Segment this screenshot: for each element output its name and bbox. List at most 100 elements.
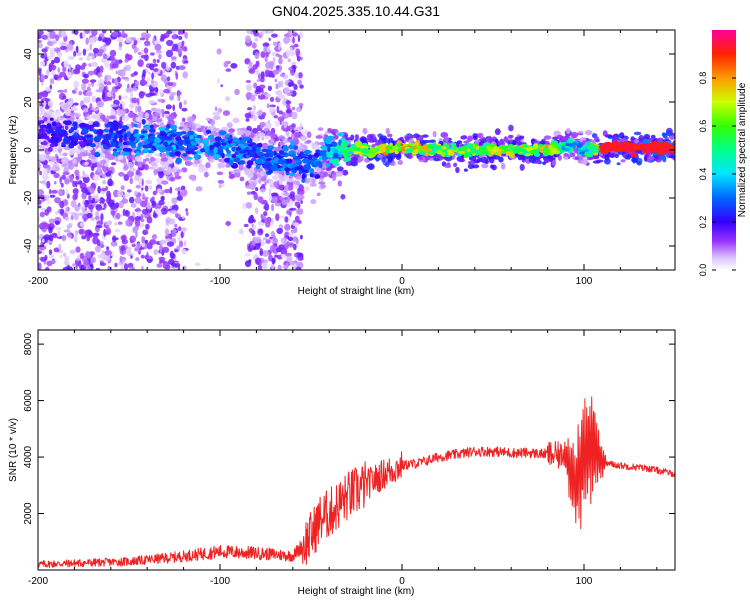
- heatmap-cell: [214, 106, 218, 112]
- heatmap-cell: [244, 252, 251, 257]
- heatmap-cell: [149, 185, 153, 190]
- heatmap-cell: [287, 30, 292, 38]
- heatmap-cell: [283, 192, 290, 196]
- heatmap-cell: [245, 154, 250, 158]
- heatmap-cell: [58, 188, 64, 197]
- heatmap-cell: [89, 263, 94, 268]
- heatmap-cell: [135, 116, 141, 123]
- heatmap-cell: [262, 237, 268, 241]
- heatmap-cell: [158, 199, 165, 206]
- heatmap-cell: [333, 158, 340, 164]
- heatmap-cell: [153, 248, 158, 256]
- heatmap-cell: [131, 97, 138, 104]
- heatmap-cell: [73, 80, 80, 88]
- heatmap-cell: [247, 143, 253, 147]
- heatmap-cell: [307, 154, 313, 160]
- heatmap-cell: [620, 159, 626, 163]
- heatmap-cell: [64, 88, 67, 93]
- heatmap-cell: [169, 115, 176, 120]
- heatmap-cell: [338, 132, 345, 137]
- heatmap-cell: [110, 104, 119, 108]
- heatmap-cell: [67, 234, 73, 239]
- heatmap-cell: [114, 77, 118, 86]
- heatmap-cell: [239, 160, 246, 165]
- heatmap-cell: [278, 54, 283, 59]
- heatmap-cell: [350, 156, 358, 164]
- heatmap-cell: [455, 166, 460, 174]
- heatmap-cell: [258, 228, 263, 234]
- heatmap-cell: [92, 236, 99, 245]
- heatmap-cell: [115, 70, 119, 75]
- heatmap-cell: [229, 142, 237, 147]
- heatmap-cell: [57, 89, 65, 93]
- heatmap-cell: [62, 138, 71, 144]
- heatmap-cell: [461, 135, 468, 139]
- heatmap-cell: [306, 159, 313, 165]
- heatmap-cell: [475, 149, 481, 153]
- heatmap-cell: [405, 148, 413, 154]
- heatmap-cell: [122, 147, 131, 152]
- heatmap-cell: [129, 177, 134, 185]
- heatmap-cell: [57, 67, 60, 73]
- heatmap-cell: [43, 35, 48, 39]
- heatmap-cell: [47, 147, 53, 152]
- heatmap-cell: [102, 30, 107, 34]
- heatmap-cell: [326, 166, 331, 172]
- heatmap-cell: [133, 71, 138, 76]
- heatmap-cell: [652, 152, 657, 156]
- heatmap-cell: [187, 116, 195, 124]
- heatmap-cell: [151, 72, 154, 80]
- heatmap-cell: [265, 93, 272, 97]
- heatmap-cell: [144, 112, 150, 119]
- heatmap-cell: [117, 36, 124, 43]
- heatmap-cell: [91, 30, 98, 37]
- heatmap-cell: [62, 120, 69, 125]
- heatmap-cell: [288, 66, 293, 71]
- heatmap-cell: [264, 69, 270, 76]
- heatmap-cell: [103, 228, 107, 237]
- heatmap-cell: [289, 47, 293, 54]
- heatmap-cell: [58, 243, 62, 251]
- heatmap-cell: [220, 84, 223, 88]
- heatmap-cell: [59, 254, 63, 259]
- heatmap-cell: [169, 177, 176, 182]
- heatmap-cell: [136, 211, 142, 217]
- heatmap-cell: [88, 155, 97, 159]
- heatmap-cell: [652, 140, 660, 146]
- heatmap-cell: [314, 174, 321, 179]
- heatmap-cell: [114, 86, 121, 90]
- heatmap-cell: [512, 139, 517, 146]
- heatmap-cell: [92, 233, 99, 237]
- heatmap-cell: [45, 266, 50, 270]
- heatmap-cell: [261, 183, 266, 188]
- heatmap-cell: [315, 135, 323, 139]
- heatmap-cell: [66, 224, 73, 229]
- heatmap-cell: [280, 94, 286, 100]
- heatmap-cell: [77, 202, 81, 207]
- heatmap-cell: [150, 79, 154, 85]
- heatmap-cell: [38, 34, 42, 40]
- heatmap-cell: [255, 159, 263, 164]
- heatmap-cell: [61, 234, 67, 241]
- heatmap-cell: [178, 35, 183, 41]
- heatmap-cell: [581, 158, 589, 165]
- heatmap-cell: [103, 128, 110, 133]
- heatmap-cell: [568, 139, 574, 144]
- heatmap-cell: [264, 121, 272, 130]
- heatmap-cell: [270, 263, 275, 270]
- heatmap-cell: [181, 248, 187, 255]
- heatmap-cell: [263, 153, 270, 157]
- heatmap-cell: [274, 120, 281, 127]
- heatmap-cell: [172, 35, 177, 40]
- heatmap-cell: [66, 211, 73, 214]
- heatmap-cell: [89, 79, 97, 83]
- heatmap-cell: [271, 203, 275, 212]
- heatmap-cell: [55, 128, 63, 134]
- heatmap-cell: [269, 245, 276, 253]
- heatmap-cell: [198, 166, 205, 173]
- heatmap-cell: [112, 92, 116, 100]
- heatmap-cell: [467, 160, 476, 165]
